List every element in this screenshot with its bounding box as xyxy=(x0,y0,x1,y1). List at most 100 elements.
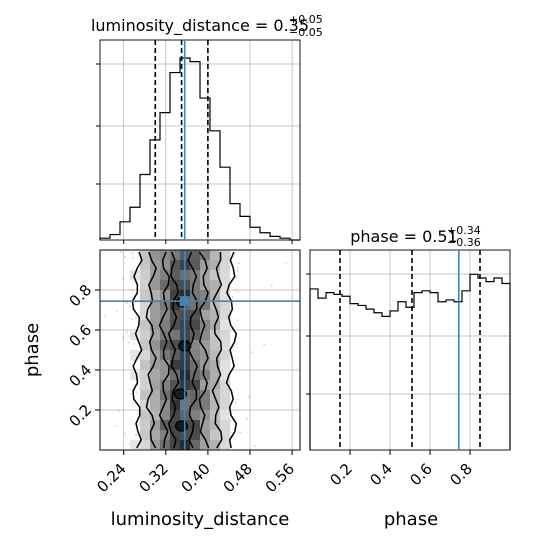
density-cell xyxy=(140,310,151,321)
density-cell xyxy=(200,310,211,321)
density-cell xyxy=(210,420,221,431)
title-phase-minus: −0.36 xyxy=(447,236,481,249)
scatter-point xyxy=(130,317,133,320)
density-cell xyxy=(170,430,181,441)
density-cell xyxy=(210,250,221,261)
contour-core xyxy=(173,388,188,400)
title-luminosity-distance: luminosity_distance = 0.35 xyxy=(91,16,309,36)
density-cell xyxy=(200,390,211,401)
x-tick-label: 0.24 xyxy=(93,460,129,496)
density-cell xyxy=(140,360,151,371)
density-cell xyxy=(150,330,161,341)
density-cell xyxy=(150,380,161,391)
density-cell xyxy=(140,410,151,421)
panel-frame xyxy=(99,39,301,241)
contour-line xyxy=(198,251,210,449)
density-cell xyxy=(160,290,171,301)
scatter-point xyxy=(132,257,135,260)
scatter-point xyxy=(125,301,128,305)
density-cell xyxy=(130,440,141,451)
density-cell xyxy=(190,250,201,261)
x-tick-label: 0.6 xyxy=(406,460,436,490)
y-tick-label: 0.4 xyxy=(66,361,96,391)
histogram-phase xyxy=(309,273,511,450)
histogram-luminosity-distance xyxy=(99,57,300,241)
density-cell xyxy=(160,400,171,411)
scatter-point xyxy=(135,391,138,394)
scatter-point xyxy=(131,288,134,292)
density-cell xyxy=(220,300,231,311)
density-cell xyxy=(190,350,201,361)
density-cell xyxy=(190,310,201,321)
density-cell xyxy=(130,350,141,361)
scatter-point xyxy=(121,277,124,280)
scatter-point xyxy=(263,343,266,346)
density-cell xyxy=(170,410,181,421)
title-phase-plus: +0.34 xyxy=(447,224,481,237)
density-cell xyxy=(150,390,161,401)
density-cell xyxy=(150,400,161,411)
density-cell xyxy=(160,380,171,391)
density-cell xyxy=(210,390,221,401)
xlabel-luminosity-distance: luminosity_distance xyxy=(111,509,290,530)
density-cell xyxy=(210,430,221,441)
density-cell xyxy=(170,380,181,391)
scatter-point xyxy=(237,262,241,265)
density-cell xyxy=(210,340,221,351)
density-cell xyxy=(170,320,181,331)
scatter-point xyxy=(250,351,254,354)
density-cell xyxy=(150,410,161,421)
density-cell xyxy=(160,440,171,451)
x-tick-label: 0.40 xyxy=(178,460,214,496)
density-cell xyxy=(150,370,161,381)
scatter-point xyxy=(103,315,107,318)
density-cell xyxy=(220,360,231,371)
scatter-point xyxy=(122,336,125,339)
density-cell xyxy=(160,260,171,271)
density-cell xyxy=(160,350,171,361)
density-cell xyxy=(190,390,201,401)
density-cell xyxy=(190,280,201,291)
density-cell xyxy=(220,420,231,431)
truth-marker xyxy=(179,296,190,307)
density-cell xyxy=(210,400,221,411)
density-cell xyxy=(170,370,181,381)
density-cell xyxy=(210,360,221,371)
density-cell xyxy=(190,430,201,441)
density-cell xyxy=(220,400,231,411)
density-cell xyxy=(140,270,151,281)
scatter-point xyxy=(245,417,248,420)
density-cell xyxy=(190,420,201,431)
density-cell xyxy=(160,360,171,371)
scatter-point xyxy=(234,288,237,291)
scatter-point xyxy=(115,424,118,427)
density-cell xyxy=(220,310,231,321)
density-cell xyxy=(200,260,211,271)
density-cell xyxy=(220,380,231,391)
density-cell xyxy=(150,280,161,291)
density-cell xyxy=(220,350,231,361)
density-cell xyxy=(200,400,211,411)
scatter-point xyxy=(253,445,256,448)
density-cell xyxy=(190,400,201,411)
density-cell xyxy=(190,440,201,451)
scatter-point xyxy=(236,319,239,322)
density-cell xyxy=(190,330,201,341)
density-cell xyxy=(200,280,211,291)
contour-line xyxy=(167,251,180,449)
scatter-point xyxy=(117,409,120,412)
density-cell xyxy=(160,430,171,441)
density-cell xyxy=(150,270,161,281)
density-cell xyxy=(210,270,221,281)
scatter-point xyxy=(239,431,242,434)
density-cell xyxy=(130,330,141,341)
density-cell xyxy=(140,300,151,311)
density-cell xyxy=(170,250,181,261)
density-cell xyxy=(190,300,201,311)
density-cell xyxy=(220,290,231,301)
contour-line xyxy=(158,251,170,449)
scatter-point xyxy=(231,295,234,299)
scatter-point xyxy=(126,331,129,334)
density-cell xyxy=(220,410,231,421)
scatter-point xyxy=(237,290,240,293)
